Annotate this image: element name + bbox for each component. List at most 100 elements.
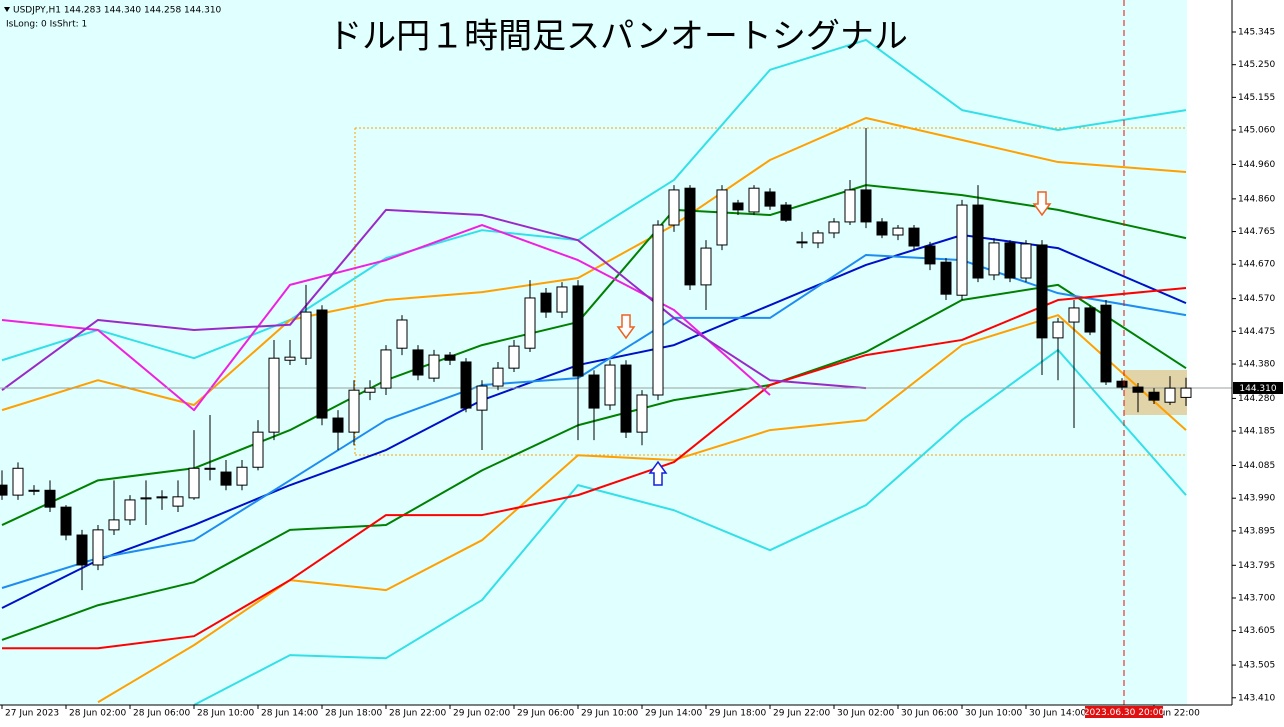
candle-body-down (796, 241, 808, 244)
candle-body-up (1020, 243, 1032, 279)
candle-body-up (476, 385, 488, 411)
sell-arrow (1032, 191, 1052, 217)
candle-body-down (684, 187, 696, 286)
candle-body-up (636, 394, 648, 433)
indicator-line (97, 314, 1187, 704)
x-tick-label: 28 Jun 02:00 (69, 709, 126, 719)
candle-body-up (252, 431, 264, 468)
candle-body-down (572, 285, 584, 377)
price-tag-label: 144.310 (1239, 384, 1276, 394)
candle-body-down (780, 204, 792, 221)
x-tick-label: 30 Jun 10:00 (965, 709, 1022, 719)
candle-body-down (908, 227, 920, 247)
candle-body-up (508, 345, 520, 369)
y-tick-label: 144.670 (1238, 260, 1275, 270)
chart-title: ドル円１時間足スパンオートシグナル (328, 17, 908, 57)
y-tick-label: 144.380 (1238, 360, 1275, 370)
candle-body-up (188, 467, 200, 499)
candle-body-up (348, 389, 360, 433)
candle-body-down (1084, 307, 1096, 333)
x-tick-label: 28 Jun 14:00 (261, 709, 318, 719)
candle-body-down (1036, 244, 1048, 339)
y-tick-label: 144.280 (1238, 394, 1275, 404)
candle-body-up (668, 189, 680, 226)
candle-body-down (44, 489, 56, 508)
candle-body-up (700, 247, 712, 286)
y-tick-label: 144.185 (1238, 427, 1275, 437)
indicator-line (1, 224, 771, 412)
candle-body-up (236, 466, 248, 486)
x-tick-label: 28 Jun 10:00 (197, 709, 254, 719)
candle-body-down (588, 374, 600, 409)
indicator-line (1, 208, 867, 391)
x-tick-label: 29 Jun 10:00 (581, 709, 638, 719)
buy-arrow (648, 460, 668, 486)
indicator-line (2, 286, 1187, 650)
y-tick-label: 145.060 (1238, 126, 1275, 136)
candle-body-down (460, 361, 472, 409)
candle-body-up (828, 221, 840, 234)
indicator-line (1, 117, 1187, 412)
candle-body-up (92, 529, 104, 566)
y-tick-label: 145.155 (1238, 93, 1275, 103)
x-tick-label: 30 Jun 14:00 (1029, 709, 1086, 719)
x-tick-label: 28 Jun 06:00 (133, 709, 190, 719)
y-tick-label: 144.765 (1238, 227, 1275, 237)
plot-background (0, 0, 1187, 705)
candle-body-up (956, 204, 968, 296)
shift-area (1187, 0, 1232, 705)
y-tick-label: 143.605 (1238, 626, 1275, 636)
candle-body-down (316, 309, 328, 419)
candle-body-up (396, 319, 408, 349)
candle-body-down (1004, 242, 1016, 279)
candle-body-up (748, 187, 760, 213)
x-tick-label: 29 Jun 18:00 (709, 709, 766, 719)
candle-body-up (284, 356, 296, 361)
y-tick-label: 143.505 (1238, 661, 1275, 671)
candle-body-up (1052, 321, 1064, 339)
x-tick-label: 30 Jun 06:00 (901, 709, 958, 719)
candle-body-up (12, 467, 24, 496)
candle-body-up (204, 467, 216, 470)
candle-body-down (876, 221, 888, 236)
x-tick-label: 29 Jun 02:00 (453, 709, 510, 719)
x-tick-label: 28 Jun 18:00 (325, 709, 382, 719)
candle-body-up (156, 496, 168, 499)
y-tick-label: 143.700 (1238, 593, 1275, 603)
candle-body-up (812, 232, 824, 244)
axis-labels: 145.345 145.250 145.155 145.060 144.960 144.8… (1, 27, 1275, 719)
candle-body-up (1068, 307, 1080, 323)
candle-body-up (300, 311, 312, 359)
candle-body-up (108, 519, 120, 531)
candle-body-down (1132, 386, 1144, 393)
candle-body-up (1164, 387, 1176, 403)
candle-body-up (364, 387, 376, 393)
menu-triangle (4, 7, 10, 12)
y-tick-label: 145.250 (1238, 60, 1275, 70)
x-tick-label: 27 Jun 2023 (5, 709, 59, 719)
candle-body-up (604, 364, 616, 406)
candle-body-down (1100, 304, 1112, 383)
candle-body-up (524, 297, 536, 349)
candle-body-down (0, 484, 8, 496)
sell-arrow (616, 314, 636, 340)
candle-body-down (620, 364, 632, 433)
status-text: IsLong: 0 IsShrt: 1 (6, 20, 87, 30)
price-tag (1233, 382, 1283, 394)
x-tick-label: Jun 22:00 (1156, 709, 1200, 719)
candle-body-up (652, 224, 664, 396)
candle-body-up (172, 496, 184, 507)
candle-body-up (844, 189, 856, 223)
candle-body-down (972, 204, 984, 279)
y-tick-label: 144.860 (1238, 194, 1275, 204)
symbol-header: USDJPY,H1 144.283 144.340 144.258 144.31… (13, 6, 222, 16)
x-tick-label: 30 Jun 02:00 (837, 709, 894, 719)
candle-body-up (428, 354, 440, 379)
y-tick-label: 143.410 (1238, 693, 1275, 703)
indicator-line (193, 348, 1187, 706)
y-tick-label: 143.990 (1238, 494, 1275, 504)
candle-body-up (124, 499, 136, 521)
candle-body-down (940, 261, 952, 295)
candle-body-down (60, 506, 72, 536)
candle-body-down (924, 245, 936, 265)
